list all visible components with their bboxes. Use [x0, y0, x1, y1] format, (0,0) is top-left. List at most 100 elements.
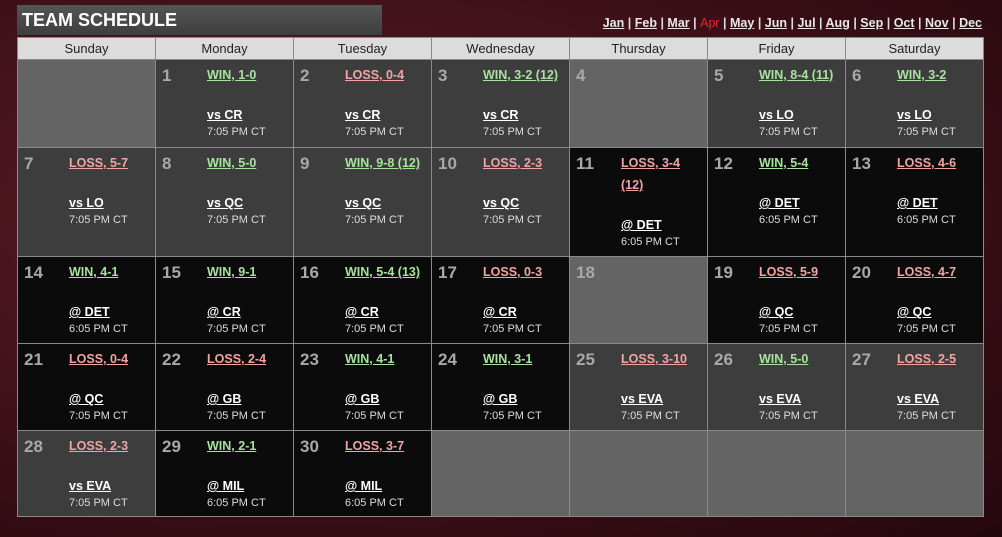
opponent[interactable]: vs LO — [897, 108, 932, 122]
opponent[interactable]: vs LO — [69, 196, 104, 210]
opponent[interactable]: @ CR — [345, 305, 379, 319]
day-cell: 14 WIN, 4-1 @ DET 6:05 PM CT — [18, 257, 155, 343]
game-info: LOSS, 3-7 @ MIL 6:05 PM CT — [345, 435, 429, 511]
month-link[interactable]: Sep — [860, 16, 884, 30]
day-number: 22 — [162, 350, 181, 369]
opponent[interactable]: vs EVA — [897, 392, 940, 406]
game-result[interactable]: WIN, 3-2 (12) — [483, 68, 559, 82]
game-result[interactable]: LOSS, 0-4 — [69, 352, 129, 366]
separator — [850, 16, 860, 30]
game-result[interactable]: WIN, 5-4 — [759, 156, 809, 170]
game-time: 7:05 PM CT — [345, 126, 404, 138]
month-link[interactable]: Mar — [667, 16, 690, 30]
game-time: 7:05 PM CT — [207, 214, 266, 226]
weekday-header: Sunday — [18, 38, 155, 59]
opponent[interactable]: @ GB — [483, 392, 518, 406]
day-number: 16 — [300, 263, 319, 282]
game-result[interactable]: WIN, 5-0 — [207, 156, 257, 170]
opponent[interactable]: @ QC — [759, 305, 794, 319]
game-result[interactable]: LOSS, 3-7 — [345, 439, 405, 453]
game-result[interactable]: WIN, 4-1 — [345, 352, 395, 366]
game-result[interactable]: LOSS, 0-3 — [483, 265, 543, 279]
month-link[interactable]: Apr — [700, 16, 720, 30]
game-result[interactable]: WIN, 2-1 — [207, 439, 257, 453]
empty-cell — [846, 431, 983, 516]
game-time: 7:05 PM CT — [759, 126, 818, 138]
game-result[interactable]: LOSS, 2-5 — [897, 352, 957, 366]
month-link[interactable]: Feb — [634, 16, 657, 30]
opponent[interactable]: @ GB — [345, 392, 380, 406]
month-link[interactable]: Jun — [764, 16, 788, 30]
opponent[interactable]: vs CR — [207, 108, 243, 122]
opponent[interactable]: vs QC — [483, 196, 520, 210]
month-link[interactable]: Oct — [893, 16, 915, 30]
game-info: LOSS, 5-7 vs LO 7:05 PM CT — [69, 152, 153, 228]
game-result[interactable]: WIN, 9-8 (12) — [345, 156, 421, 170]
day-number: 15 — [162, 263, 181, 282]
game-result[interactable]: LOSS, 5-7 — [69, 156, 129, 170]
game-time: 7:05 PM CT — [897, 323, 956, 335]
month-link[interactable]: May — [730, 16, 755, 30]
opponent[interactable]: vs EVA — [69, 479, 112, 493]
month-link[interactable]: Jul — [797, 16, 816, 30]
day-cell: 9 WIN, 9-8 (12) vs QC 7:05 PM CT — [294, 148, 431, 256]
game-result[interactable]: WIN, 3-1 — [483, 352, 533, 366]
opponent[interactable]: vs LO — [759, 108, 794, 122]
game-result[interactable]: LOSS, 0-4 — [345, 68, 405, 82]
day-cell: 5 WIN, 8-4 (11) vs LO 7:05 PM CT — [708, 60, 845, 147]
opponent[interactable]: @ DET — [897, 196, 938, 210]
game-result[interactable]: WIN, 8-4 (11) — [759, 68, 834, 82]
day-number: 21 — [24, 350, 43, 369]
game-result[interactable]: LOSS, 3-4 (12) — [621, 156, 681, 192]
month-link[interactable]: Jan — [602, 16, 625, 30]
weekday-header: Saturday — [846, 38, 983, 59]
opponent[interactable]: @ QC — [897, 305, 932, 319]
game-info: WIN, 2-1 @ MIL 6:05 PM CT — [207, 435, 291, 511]
game-time: 7:05 PM CT — [69, 410, 128, 422]
day-cell: 15 WIN, 9-1 @ CR 7:05 PM CT — [156, 257, 293, 343]
game-result[interactable]: WIN, 5-0 — [759, 352, 809, 366]
game-info: LOSS, 0-4 @ QC 7:05 PM CT — [69, 348, 153, 424]
opponent[interactable]: @ CR — [483, 305, 517, 319]
separator — [624, 16, 634, 30]
opponent[interactable]: @ CR — [207, 305, 241, 319]
day-cell: 22 LOSS, 2-4 @ GB 7:05 PM CT — [156, 344, 293, 430]
opponent[interactable]: @ DET — [621, 218, 662, 232]
opponent[interactable]: vs EVA — [759, 392, 802, 406]
game-result[interactable]: WIN, 4-1 — [69, 265, 119, 279]
opponent[interactable]: @ DET — [69, 305, 110, 319]
opponent[interactable]: @ QC — [69, 392, 104, 406]
day-number: 10 — [438, 154, 457, 173]
game-result[interactable]: LOSS, 2-3 — [69, 439, 129, 453]
game-result[interactable]: WIN, 9-1 — [207, 265, 257, 279]
opponent[interactable]: @ GB — [207, 392, 242, 406]
day-number: 8 — [162, 154, 172, 173]
month-link[interactable]: Dec — [959, 16, 982, 30]
game-result[interactable]: WIN, 3-2 — [897, 68, 947, 82]
day-cell: 18 — [570, 257, 707, 343]
game-result[interactable]: WIN, 5-4 (13) — [345, 265, 421, 279]
opponent[interactable]: vs CR — [483, 108, 519, 122]
opponent[interactable]: vs EVA — [621, 392, 664, 406]
opponent[interactable]: @ DET — [759, 196, 800, 210]
game-result[interactable]: LOSS, 3-10 — [621, 352, 687, 366]
game-time: 7:05 PM CT — [345, 410, 404, 422]
game-result[interactable]: LOSS, 4-6 — [897, 156, 957, 170]
game-info: LOSS, 5-9 @ QC 7:05 PM CT — [759, 261, 843, 337]
month-link[interactable]: Nov — [924, 16, 949, 30]
game-result[interactable]: LOSS, 4-7 — [897, 265, 957, 279]
game-info: WIN, 3-2 vs LO 7:05 PM CT — [897, 64, 981, 140]
opponent[interactable]: vs CR — [345, 108, 381, 122]
opponent[interactable]: @ MIL — [207, 479, 245, 493]
day-number: 30 — [300, 437, 319, 456]
opponent[interactable]: vs QC — [207, 196, 244, 210]
month-link[interactable]: Aug — [825, 16, 850, 30]
game-result[interactable]: LOSS, 2-4 — [207, 352, 267, 366]
weekday-header: Thursday — [570, 38, 707, 59]
game-result[interactable]: LOSS, 2-3 — [483, 156, 543, 170]
game-result[interactable]: LOSS, 5-9 — [759, 265, 819, 279]
opponent[interactable]: @ MIL — [345, 479, 383, 493]
game-result[interactable]: WIN, 1-0 — [207, 68, 257, 82]
opponent[interactable]: vs QC — [345, 196, 382, 210]
